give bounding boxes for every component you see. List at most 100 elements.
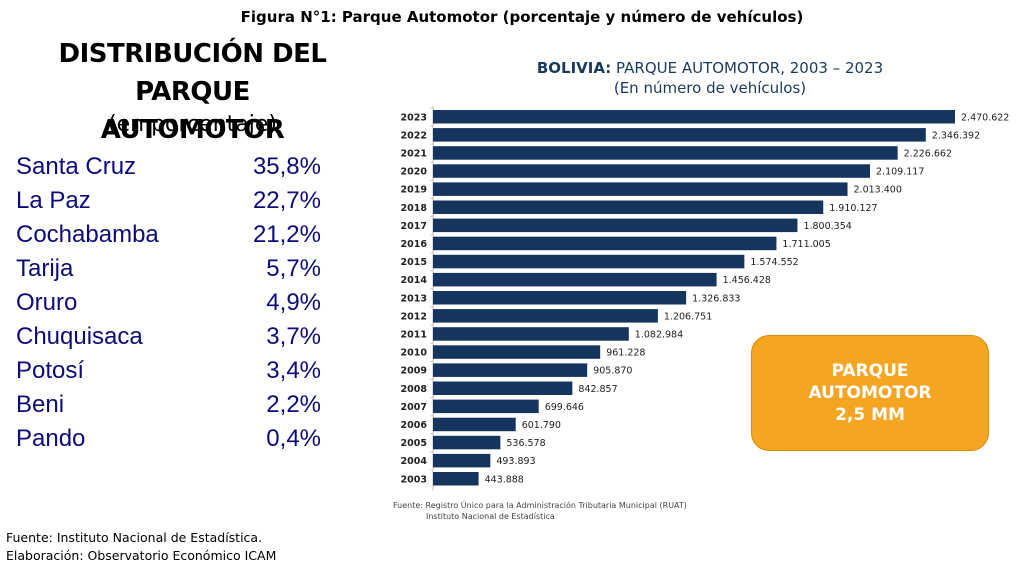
category-label: 2005 — [401, 438, 427, 449]
value-label: 905.870 — [593, 366, 632, 377]
value-label: 842.857 — [578, 384, 617, 395]
distribution-row: Beni 2,2% — [16, 388, 321, 422]
distribution-row: Oruro 4,9% — [16, 286, 321, 320]
chart-title: BOLIVIA: PARQUE AUTOMOTOR, 2003 – 2023 (… — [430, 58, 990, 98]
value-label: 1.082.984 — [635, 329, 683, 340]
chart-subtitle: (En número de vehículos) — [613, 79, 807, 97]
bar-2006 — [433, 417, 516, 432]
department-percentage: 3,4% — [266, 357, 321, 384]
value-label: 1.456.428 — [723, 275, 771, 286]
department-name: Oruro — [16, 289, 78, 316]
department-percentage: 3,7% — [266, 323, 321, 350]
callout-line1: PARQUE — [831, 361, 909, 381]
category-label: 2004 — [401, 456, 428, 467]
department-percentage: 4,9% — [266, 289, 321, 316]
value-label: 961.228 — [606, 348, 645, 359]
bar-2022 — [433, 128, 926, 142]
category-label: 2007 — [401, 402, 427, 413]
distribution-row: La Paz 22,7% — [16, 184, 321, 218]
category-label: 2015 — [401, 257, 427, 268]
bar-2009 — [433, 363, 588, 377]
department-name: Beni — [16, 391, 65, 418]
category-label: 2017 — [401, 221, 427, 232]
bar-2005 — [433, 435, 501, 450]
value-label: 1.206.751 — [664, 311, 712, 322]
department-percentage: 35,8% — [252, 153, 321, 180]
department-name: Potosí — [16, 357, 85, 384]
category-label: 2008 — [401, 384, 428, 395]
distribution-row: Cochabamba 21,2% — [16, 218, 321, 252]
distribution-title-line1: DISTRIBUCIÓN DEL PARQUE — [58, 39, 327, 107]
value-label: 2.470.622 — [961, 112, 1009, 123]
category-label: 2018 — [401, 203, 428, 214]
bar-2020 — [433, 164, 871, 178]
distribution-title: DISTRIBUCIÓN DEL PARQUE AUTOMOTOR — [0, 35, 385, 149]
bar-2023 — [433, 110, 955, 124]
department-percentage: 0,4% — [266, 425, 321, 452]
distribution-row: Tarija 5,7% — [16, 252, 321, 286]
department-name: Santa Cruz — [16, 153, 137, 180]
figure-title: Figura N°1: Parque Automotor (porcentaje… — [240, 8, 804, 26]
value-label: 1.800.354 — [803, 221, 851, 232]
callout-line3: 2,5 MM — [835, 405, 905, 425]
category-label: 2014 — [401, 275, 428, 286]
category-label: 2016 — [401, 239, 428, 250]
value-label: 536.578 — [506, 438, 545, 449]
department-name: Tarija — [16, 255, 74, 282]
bar-2013 — [433, 291, 687, 305]
bar-2012 — [433, 309, 658, 323]
bar-2021 — [433, 146, 898, 160]
category-label: 2023 — [401, 112, 427, 123]
bar-chart: 2023 2.470.622 2022 2.346.392 2021 2.226.662 2… — [401, 106, 1009, 491]
chart-title-text: PARQUE AUTOMOTOR, 2003 – 2023 — [616, 59, 884, 77]
callout-line2: AUTOMOTOR — [808, 383, 932, 403]
department-name: Cochabamba — [16, 221, 159, 248]
bar-2018 — [433, 200, 824, 214]
value-label: 1.326.833 — [692, 293, 740, 304]
value-label: 699.646 — [545, 402, 584, 413]
category-label: 2011 — [401, 329, 427, 340]
value-label: 1.711.005 — [782, 239, 830, 250]
department-percentage: 5,7% — [266, 255, 321, 282]
category-label: 2003 — [401, 474, 427, 485]
department-percentage: 2,2% — [266, 391, 321, 418]
distribution-list: Santa Cruz 35,8% La Paz 22,7% Cochabamba 21… — [16, 150, 321, 456]
bar-2014 — [433, 272, 717, 287]
category-label: 2019 — [401, 185, 427, 196]
footer-elaboration: Elaboración: Observatorio Económico ICAM — [6, 548, 277, 563]
category-label: 2022 — [401, 130, 427, 141]
category-label: 2021 — [401, 148, 427, 159]
value-label: 2.109.117 — [876, 167, 924, 178]
department-name: Pando — [16, 425, 86, 452]
department-name: Chuquisaca — [16, 323, 143, 350]
category-label: 2020 — [401, 167, 428, 178]
bar-2010 — [433, 345, 601, 359]
total-callout: PARQUE AUTOMOTOR 2,5 MM — [751, 335, 989, 451]
chart-source: Fuente: Registro Único para la Administr… — [393, 500, 687, 522]
bar-2011 — [433, 327, 629, 341]
category-label: 2012 — [401, 311, 427, 322]
bar-2007 — [433, 399, 539, 414]
department-percentage: 21,2% — [252, 221, 321, 248]
bar-2017 — [433, 218, 798, 233]
value-label: 1.574.552 — [750, 257, 798, 268]
category-label: 2009 — [401, 366, 427, 377]
distribution-title-line2: AUTOMOTOR — [100, 115, 285, 145]
category-label: 2013 — [401, 293, 427, 304]
footer-source: Fuente: Instituto Nacional de Estadístic… — [6, 530, 263, 545]
value-label: 2.013.400 — [854, 185, 902, 196]
footer: Fuente: Instituto Nacional de Estadístic… — [6, 529, 276, 565]
bar-2016 — [433, 236, 777, 251]
department-name: La Paz — [16, 187, 91, 214]
chart-source-line2: Instituto Nacional de Estadística — [426, 512, 555, 521]
chart-title-bold: BOLIVIA: — [536, 59, 612, 77]
bar-2008 — [433, 381, 573, 395]
distribution-row: Chuquisaca 3,7% — [16, 320, 321, 354]
category-label: 2006 — [401, 420, 428, 431]
department-percentage: 22,7% — [252, 187, 321, 214]
distribution-row: Pando 0,4% — [16, 422, 321, 456]
distribution-row: Santa Cruz 35,8% — [16, 150, 321, 184]
distribution-subtitle: (en porcentaje) — [108, 112, 277, 137]
bar-2015 — [433, 254, 745, 269]
bar-2003 — [433, 472, 479, 486]
